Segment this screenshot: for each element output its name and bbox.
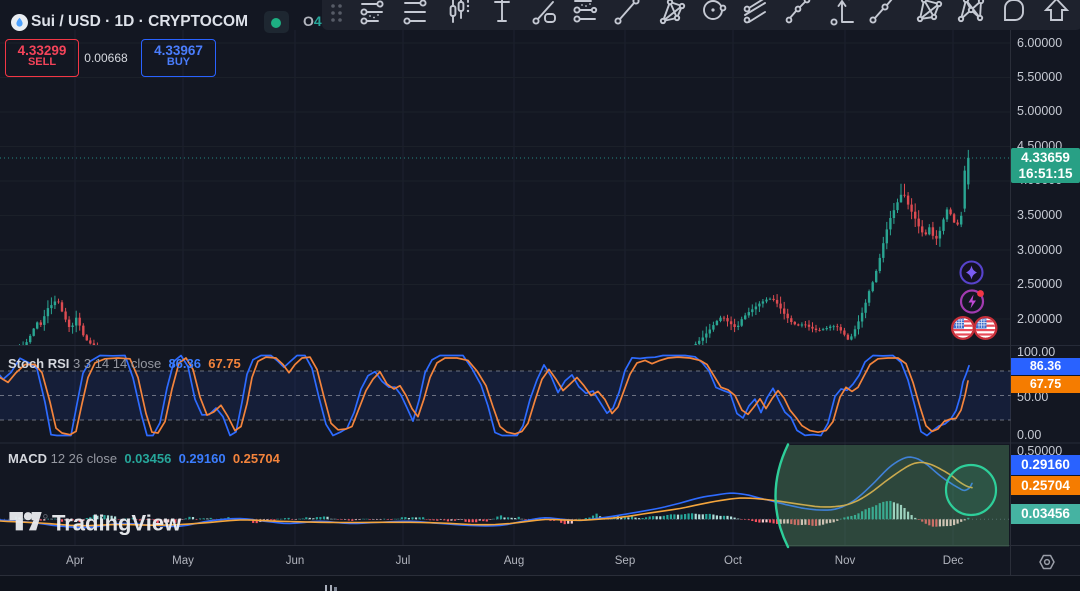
svg-text:TradingView: TradingView xyxy=(52,511,182,536)
